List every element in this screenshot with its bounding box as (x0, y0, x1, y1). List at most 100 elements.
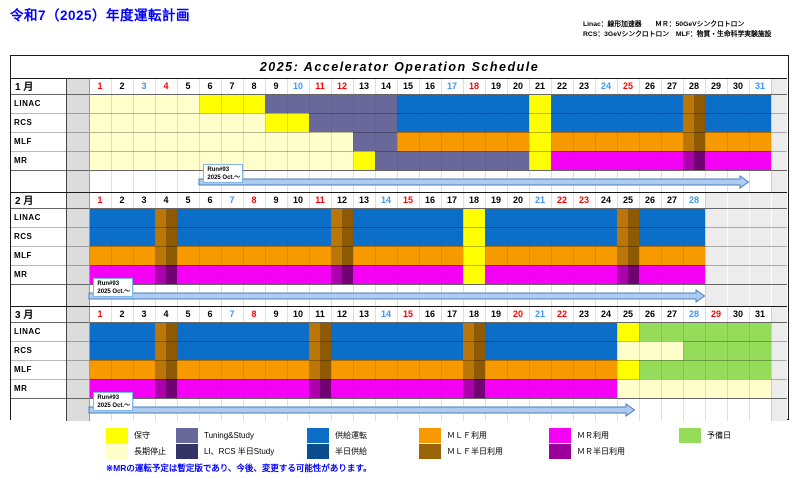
schedule-segment-maint (617, 359, 639, 379)
schedule-segment-supply (89, 207, 463, 227)
schedule-segment-supply (89, 321, 617, 341)
filler-gridline (727, 192, 728, 307)
day-gridline (177, 78, 178, 193)
day-number: 4 (163, 308, 169, 319)
day-number: 11 (315, 80, 325, 91)
schedule-segment-shutdown (89, 93, 199, 113)
day-gridline (485, 192, 486, 307)
day-number: 23 (578, 308, 589, 319)
month-block-3: 3 月 LINAC RCS MLF MR 1 2 3 4 5 6 7 8 9 10 11 12 13 14 15 16 1… (11, 305, 787, 421)
legend-item-mr_half: ＭＲ半日利用 (549, 443, 625, 459)
spacer-column-border (89, 78, 90, 193)
day-number: 6 (207, 80, 213, 91)
day-gridline (639, 78, 640, 193)
day-number: 1 (97, 308, 103, 319)
day-number: 17 (446, 308, 457, 319)
legend-swatch-supply (307, 427, 329, 443)
day-number: 3 (141, 80, 147, 91)
day-number: 1 (97, 194, 103, 205)
row-label-mr: MR (14, 269, 28, 279)
day-number: 31 (754, 80, 765, 91)
row-separator (11, 378, 787, 380)
day-gridline (133, 192, 134, 307)
legend-label: 保守 (134, 430, 150, 440)
legend-item-supply: 供給運転 (307, 427, 367, 443)
day-gridline (441, 78, 442, 193)
day-gridline (485, 306, 486, 421)
schedule-segment-supply (551, 112, 771, 132)
day-number: 14 (380, 308, 391, 319)
row-label-mlf: MLF (14, 250, 32, 260)
halfday-band-mr (155, 264, 177, 284)
legend: 保守 長期停止 Tuning&Study LI、RCS 半日Study 供給運転 半日供給… (0, 427, 800, 461)
schedule-segment-shutdown (617, 378, 771, 398)
schedule-segment-maint (463, 264, 485, 284)
row-label-linac: LINAC (14, 98, 41, 108)
legend-label: ＭＬＦ利用 (447, 430, 487, 440)
legend-swatch-mlf (419, 427, 441, 443)
schedule-segment-mr (89, 378, 617, 398)
legend-item-maint: 保守 (106, 427, 166, 443)
row-separator (11, 397, 787, 399)
day-number: 8 (251, 194, 257, 205)
day-number: 15 (402, 194, 413, 205)
legend-item-supply_half: 半日供給 (307, 443, 367, 459)
day-gridline (507, 192, 508, 307)
day-number: 27 (666, 194, 677, 205)
day-gridline (199, 192, 200, 307)
row-separator (11, 112, 787, 114)
day-gridline (595, 306, 596, 421)
run-label-line1: Run#93 (97, 280, 120, 287)
row-label-rcs: RCS (14, 345, 33, 355)
schedule-title: 2025: Accelerator Operation Schedule (259, 60, 540, 74)
day-gridline (419, 78, 420, 193)
legend-swatch-maint (106, 427, 128, 443)
day-number: 11 (315, 308, 325, 319)
day-gridline (573, 78, 574, 193)
schedule-segment-study (375, 150, 529, 170)
row-label-rcs: RCS (14, 231, 33, 241)
day-gridline (419, 192, 420, 307)
schedule-segment-shutdown (89, 131, 353, 151)
day-gridline (243, 306, 244, 421)
halfday-band-mlf (463, 321, 485, 379)
day-number: 24 (600, 308, 611, 319)
day-gridline (243, 192, 244, 307)
day-number: 12 (336, 308, 347, 319)
halfday-band-mlf (617, 207, 639, 265)
run-label-line1: Run#93 (97, 394, 120, 401)
day-gridline (221, 78, 222, 193)
schedule-segment-maint (265, 112, 309, 132)
legend-label: 半日供給 (335, 446, 367, 456)
legend-item-study: Tuning&Study (176, 427, 274, 443)
day-number: 26 (644, 194, 655, 205)
day-gridline (683, 306, 684, 421)
spacer-column (66, 306, 89, 421)
day-gridline (661, 192, 662, 307)
schedule-segment-maint (529, 112, 551, 132)
day-number: 26 (644, 80, 655, 91)
row-separator (11, 245, 787, 247)
day-gridline (397, 192, 398, 307)
day-number: 31 (754, 308, 765, 319)
legend-label: ＭＲ利用 (577, 430, 609, 440)
day-number: 15 (402, 80, 413, 91)
spacer-column-border (89, 306, 90, 421)
schedule-segment-study (265, 93, 397, 113)
months-container: 1 月 LINAC RCS MLF MR 1 2 3 4 5 6 7 8 9 10 11 12 13 14 15 16 1… (11, 56, 787, 421)
day-number: 18 (468, 80, 479, 91)
legend-group: 予備日 (679, 427, 731, 443)
schedule-segment-mlf (485, 245, 705, 265)
run-period-arrow (198, 174, 750, 189)
day-gridline (199, 306, 200, 421)
run-label-box: Run#93 2025 Oct.～ (93, 391, 134, 411)
run-label-line2: 2025 Oct.～ (97, 288, 131, 295)
day-number: 27 (666, 308, 677, 319)
day-number: 21 (534, 194, 545, 205)
spacer-column-border (89, 192, 90, 307)
day-gridline (595, 78, 596, 193)
day-gridline (507, 306, 508, 421)
legend-label: LI、RCS 半日Study (204, 446, 275, 456)
day-number: 21 (534, 80, 545, 91)
legend-label: Tuning&Study (204, 430, 254, 440)
